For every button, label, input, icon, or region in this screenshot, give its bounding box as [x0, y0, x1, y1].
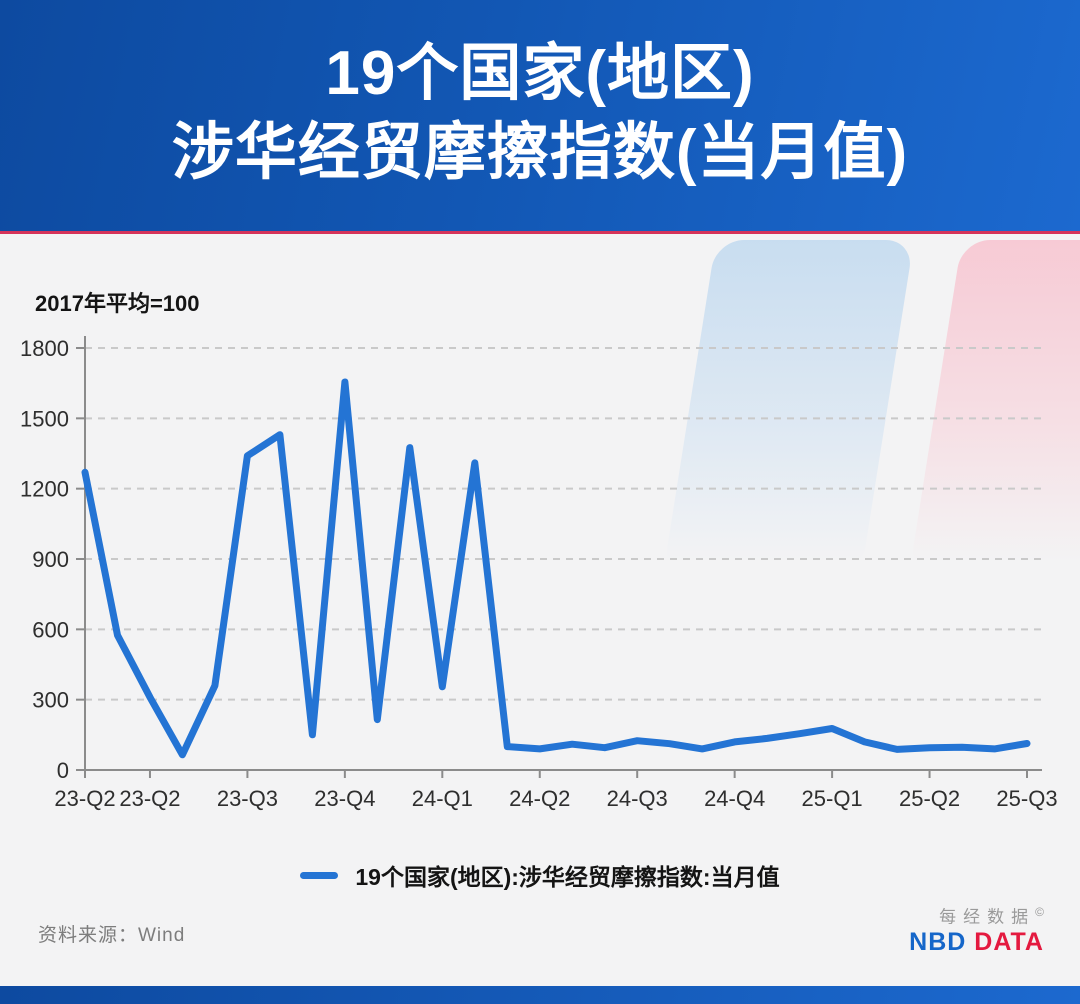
nbd-logo-english: NBD DATA [909, 927, 1044, 956]
x-axis-tick-label: 23-Q4 [314, 786, 375, 811]
legend-series-label: 19个国家(地区):涉华经贸摩擦指数:当月值 [355, 864, 780, 890]
trade-friction-line-chart: 0 300 600 900 1200 1500 1800 23-Q2 23-Q2 23-Q3 23-… [20, 336, 1058, 811]
x-axis-tick-label: 23-Q3 [217, 786, 278, 811]
page-title: 19个国家(地区) 涉华经贸摩擦指数(当月值) [0, 0, 1080, 192]
x-axis-tick-label: 24-Q3 [607, 786, 668, 811]
y-axis-tick-label: 300 [32, 688, 69, 713]
page-title-line2: 涉华经贸摩擦指数(当月值) [171, 118, 909, 187]
x-axis-tick-label: 24-Q1 [412, 786, 473, 811]
y-axis-tick-label: 900 [32, 547, 69, 572]
x-axis-tick-label: 24-Q2 [509, 786, 570, 811]
x-axis-tick-label: 25-Q2 [899, 786, 960, 811]
legend-line-swatch-icon [300, 871, 339, 879]
y-axis-tick-label: 1200 [20, 477, 69, 502]
x-axis-tick-label: 23-Q2 [119, 786, 180, 811]
y-axis-tick-label: 0 [57, 758, 69, 783]
x-axis-tick-label: 24-Q4 [704, 786, 765, 811]
copyright-icon: © [1035, 905, 1044, 919]
bottom-accent-bar [0, 986, 1080, 1004]
x-axis-tick-label: 25-Q1 [802, 786, 863, 811]
index-data-line [81, 378, 1031, 759]
x-axis-tick-label: 23-Q2 [54, 786, 115, 811]
y-axis-tick-label: 1800 [20, 336, 69, 361]
nbd-logo-chinese: 每经数据© [939, 905, 1044, 927]
y-axis-tick-label: 1500 [20, 406, 69, 431]
chart-legend: 19个国家(地区):涉华经贸摩擦指数:当月值 [0, 858, 1080, 892]
page-title-line1: 19个国家(地区) [325, 39, 755, 108]
x-axis-tick-label: 25-Q3 [996, 786, 1057, 811]
header-banner: 19个国家(地区) 涉华经贸摩擦指数(当月值) [0, 0, 1080, 234]
chart-section: 2017年平均=100 0 300 600 900 1200 1500 1800 23-Q2 2… [0, 234, 1080, 986]
y-axis-tick-label: 600 [32, 617, 69, 642]
data-source-note: 资料来源：Wind [38, 925, 186, 946]
nbd-data-logo: 每经数据© NBD DATA [909, 905, 1044, 956]
chart-baseline-note: 2017年平均=100 [35, 291, 200, 316]
